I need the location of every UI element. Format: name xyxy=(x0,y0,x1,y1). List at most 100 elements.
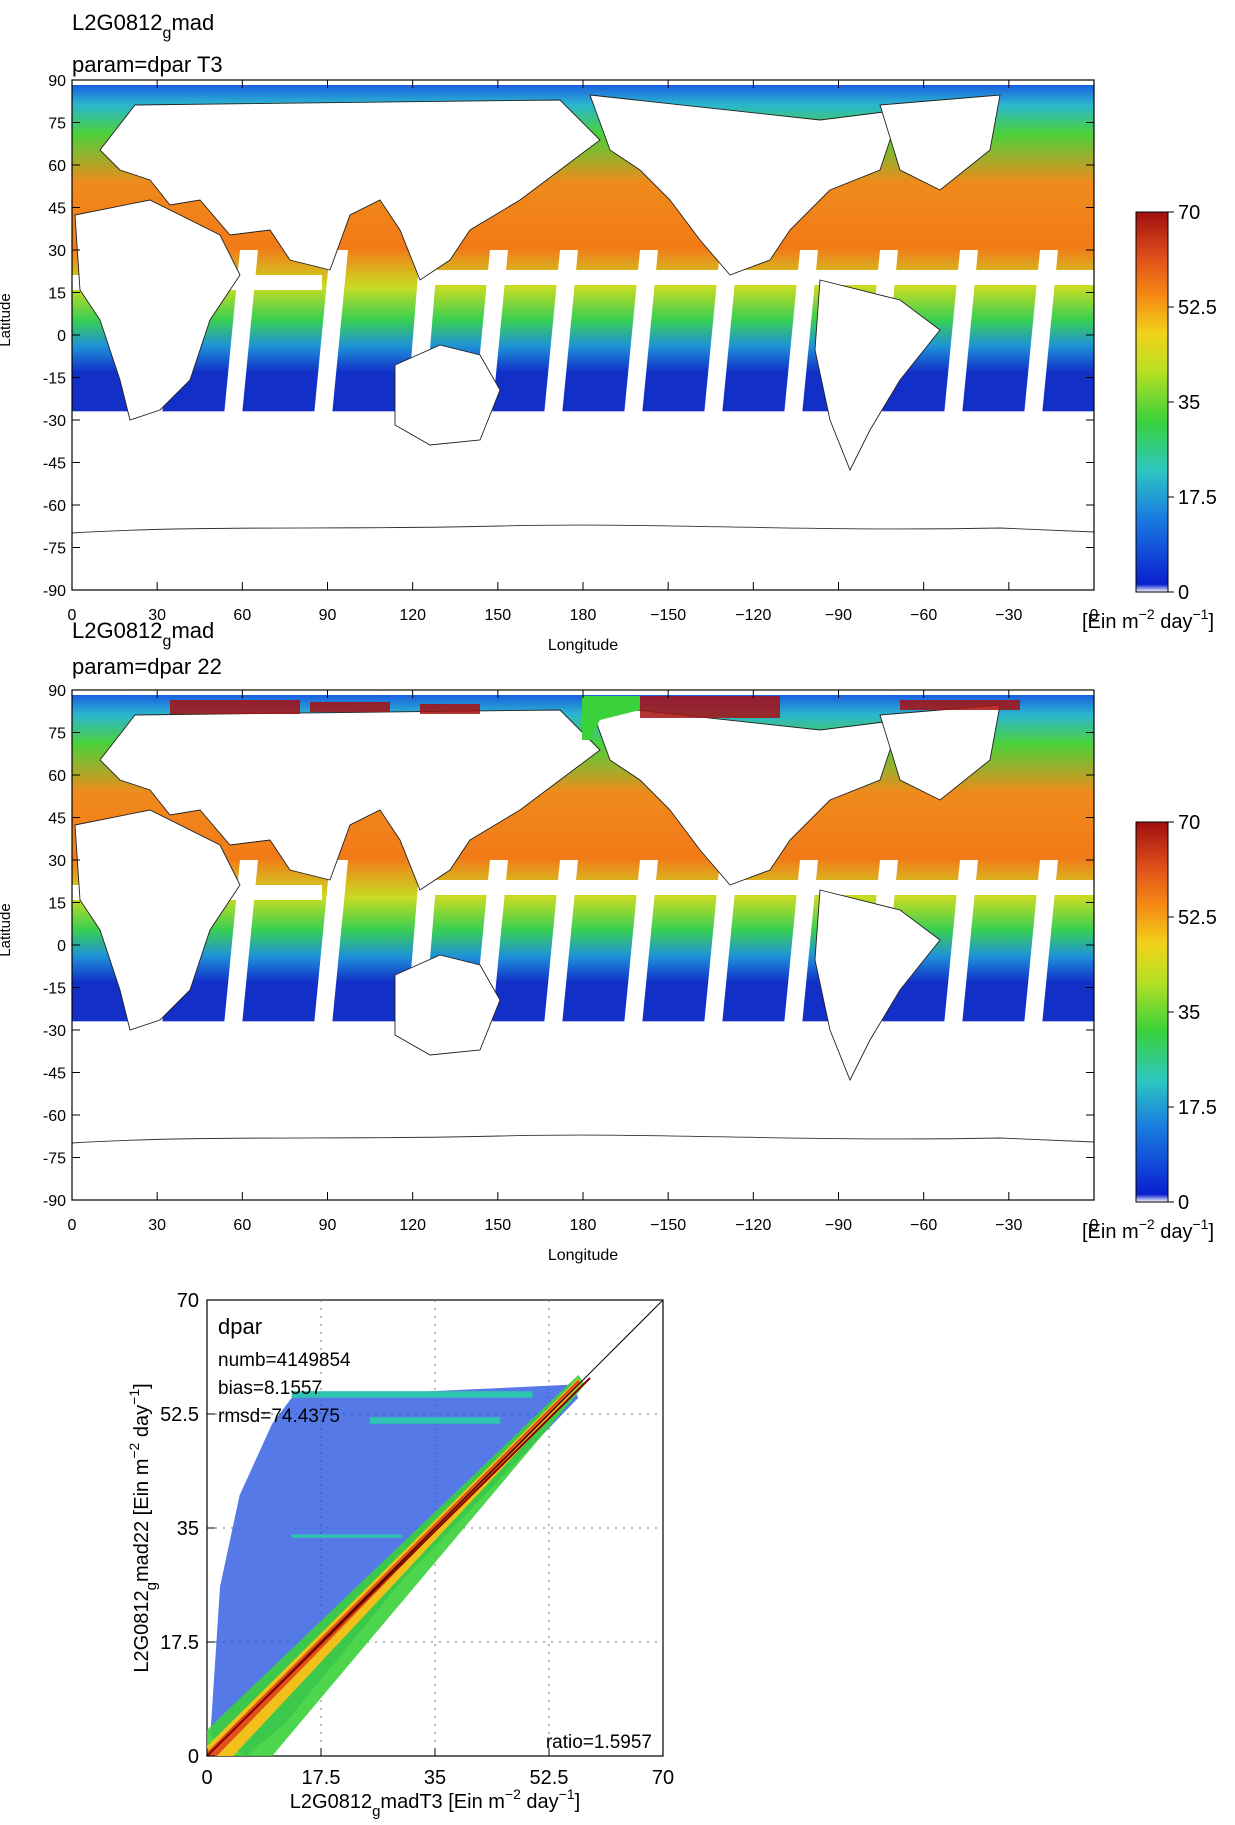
saturated-patch xyxy=(420,704,480,714)
scatter-x-tick-label: 17.5 xyxy=(302,1767,341,1789)
longitude-tick-label: 30 xyxy=(148,1217,166,1234)
longitude-tick-label: −90 xyxy=(825,607,852,624)
longitude-tick-label: −30 xyxy=(995,1217,1022,1234)
map-title-line2: param=dpar T3 xyxy=(72,52,223,77)
latitude-tick-labels: 90 75 60 45 30 15 0 -15 -30 -45 -60 -75 -90 xyxy=(43,683,1094,1210)
saturated-patch xyxy=(640,696,780,718)
longitude-tick-label: −60 xyxy=(910,607,937,624)
longitude-axis-label: Longitude xyxy=(548,1247,618,1264)
latitude-tick-label: 15 xyxy=(48,286,66,303)
latitude-tick-label: -90 xyxy=(43,583,66,600)
land-mass xyxy=(72,530,1094,590)
longitude-tick-label: −120 xyxy=(735,1217,771,1234)
longitude-tick-label: 0 xyxy=(1090,607,1099,624)
latitude-tick-label: -75 xyxy=(43,541,66,558)
colorbar: 0 17.5 35 52.5 70 [Ein m−2 day−1] xyxy=(1082,812,1217,1243)
colorbar-tick-label: 70 xyxy=(1178,202,1200,224)
longitude-tick-labels: 0 30 60 90 120 150 180 −150 −120 −90 −60 −30 0 xyxy=(68,80,1099,624)
longitude-tick-label: 150 xyxy=(484,607,511,624)
colorbar-tick-label: 35 xyxy=(1178,392,1200,414)
land-mass xyxy=(814,889,941,1082)
longitude-tick-label: 60 xyxy=(233,607,251,624)
colorbar-ramp xyxy=(1135,211,1169,593)
saturated-patch xyxy=(170,700,300,714)
scatter-ratio: ratio=1.5957 xyxy=(546,1732,652,1753)
scatter-y-tick-label: 70 xyxy=(177,1290,199,1312)
latitude-tick-label: -75 xyxy=(43,1151,66,1168)
latitude-tick-label: 30 xyxy=(48,853,66,870)
scatter-plot: dpar numb=4149854 bias=8.1557 rmsd=74.43… xyxy=(126,1290,674,1820)
longitude-tick-label: 90 xyxy=(319,607,337,624)
colorbar-ramp xyxy=(1135,821,1169,1203)
swath-gap xyxy=(432,880,1094,895)
longitude-tick-label: 180 xyxy=(570,607,597,624)
colorbar-unit-label: [Ein m−2 day−1] xyxy=(1082,1216,1214,1243)
scatter-x-tick-label: 70 xyxy=(652,1767,674,1789)
map-title-line2: param=dpar 22 xyxy=(72,654,222,679)
colorbar-tick-label: 52.5 xyxy=(1178,907,1217,929)
longitude-tick-labels: 0 30 60 90 120 150 180 −150 −120 −90 −60 −30 0 xyxy=(68,690,1099,1234)
latitude-tick-label: 75 xyxy=(48,116,66,133)
land-mass xyxy=(879,94,1001,191)
latitude-tick-label: -30 xyxy=(43,413,66,430)
scatter-core-dense xyxy=(207,1379,581,1756)
colorbar-unit-label: [Ein m−2 day−1] xyxy=(1082,606,1214,633)
longitude-tick-label: 120 xyxy=(399,1217,426,1234)
longitude-tick-label: 120 xyxy=(399,607,426,624)
latitude-tick-label: 90 xyxy=(48,73,66,90)
longitude-tick-label: −60 xyxy=(910,1217,937,1234)
longitude-tick-label: 150 xyxy=(484,1217,511,1234)
longitude-tick-label: 90 xyxy=(319,1217,337,1234)
latitude-tick-label: 0 xyxy=(57,328,66,345)
longitude-tick-label: −120 xyxy=(735,607,771,624)
colorbar-tick-label: 35 xyxy=(1178,1002,1200,1024)
latitude-axis-label: Latitude xyxy=(0,903,14,956)
latitude-tick-label: -45 xyxy=(43,1066,66,1083)
longitude-tick-label: −90 xyxy=(825,1217,852,1234)
latitude-tick-label: -45 xyxy=(43,456,66,473)
colorbar: 0 17.5 35 52.5 70 [Ein m−2 day−1] xyxy=(1082,202,1217,633)
scatter-streak xyxy=(291,1534,403,1538)
scatter-y-tick-label: 0 xyxy=(188,1746,199,1768)
saturated-patch xyxy=(900,700,1020,710)
colorbar-tick-label: 70 xyxy=(1178,812,1200,834)
scatter-param-label: dpar xyxy=(218,1314,262,1339)
land-mass xyxy=(394,954,501,1056)
map-title-line1: L2G0812gmad xyxy=(72,10,214,42)
colorbar-tick-label: 52.5 xyxy=(1178,297,1217,319)
land-mass xyxy=(814,279,941,472)
scatter-x-tick-label: 35 xyxy=(424,1767,446,1789)
regression-line xyxy=(206,1377,591,1757)
scatter-x-tick-label: 0 xyxy=(201,1767,212,1789)
latitude-tick-label: 45 xyxy=(48,201,66,218)
saturated-patch xyxy=(310,702,390,712)
colorbar-tick-label: 17.5 xyxy=(1178,1097,1217,1119)
land-mass xyxy=(72,1140,1094,1200)
latitude-tick-labels: 90 75 60 45 30 15 0 -15 -30 -45 -60 -75 -90 xyxy=(43,73,1094,600)
latitude-tick-label: 90 xyxy=(48,683,66,700)
colorbar-tick-label: 17.5 xyxy=(1178,487,1217,509)
latitude-tick-label: -15 xyxy=(43,981,66,998)
longitude-tick-label: 30 xyxy=(148,607,166,624)
latitude-tick-label: -60 xyxy=(43,498,66,515)
latitude-tick-label: 75 xyxy=(48,726,66,743)
land-mass xyxy=(99,709,601,891)
map-plot-area xyxy=(71,79,1095,591)
scatter-numb: numb=4149854 xyxy=(218,1350,351,1371)
colorbar-tick-label: 0 xyxy=(1178,1192,1189,1214)
latitude-tick-label: -60 xyxy=(43,1108,66,1125)
land-mass xyxy=(74,199,241,421)
latitude-tick-label: 45 xyxy=(48,811,66,828)
latitude-tick-label: -30 xyxy=(43,1023,66,1040)
scatter-streak xyxy=(369,1417,501,1424)
longitude-tick-label: 0 xyxy=(1090,1217,1099,1234)
latitude-tick-label: 60 xyxy=(48,768,66,785)
longitude-tick-label: 180 xyxy=(570,1217,597,1234)
scatter-streak xyxy=(291,1391,533,1398)
map-plot-area xyxy=(71,689,1095,1201)
swath-gap xyxy=(432,270,1094,285)
map-title-line1: L2G0812gmad xyxy=(72,618,214,650)
latitude-tick-label: -15 xyxy=(43,371,66,388)
latitude-tick-label: 60 xyxy=(48,158,66,175)
